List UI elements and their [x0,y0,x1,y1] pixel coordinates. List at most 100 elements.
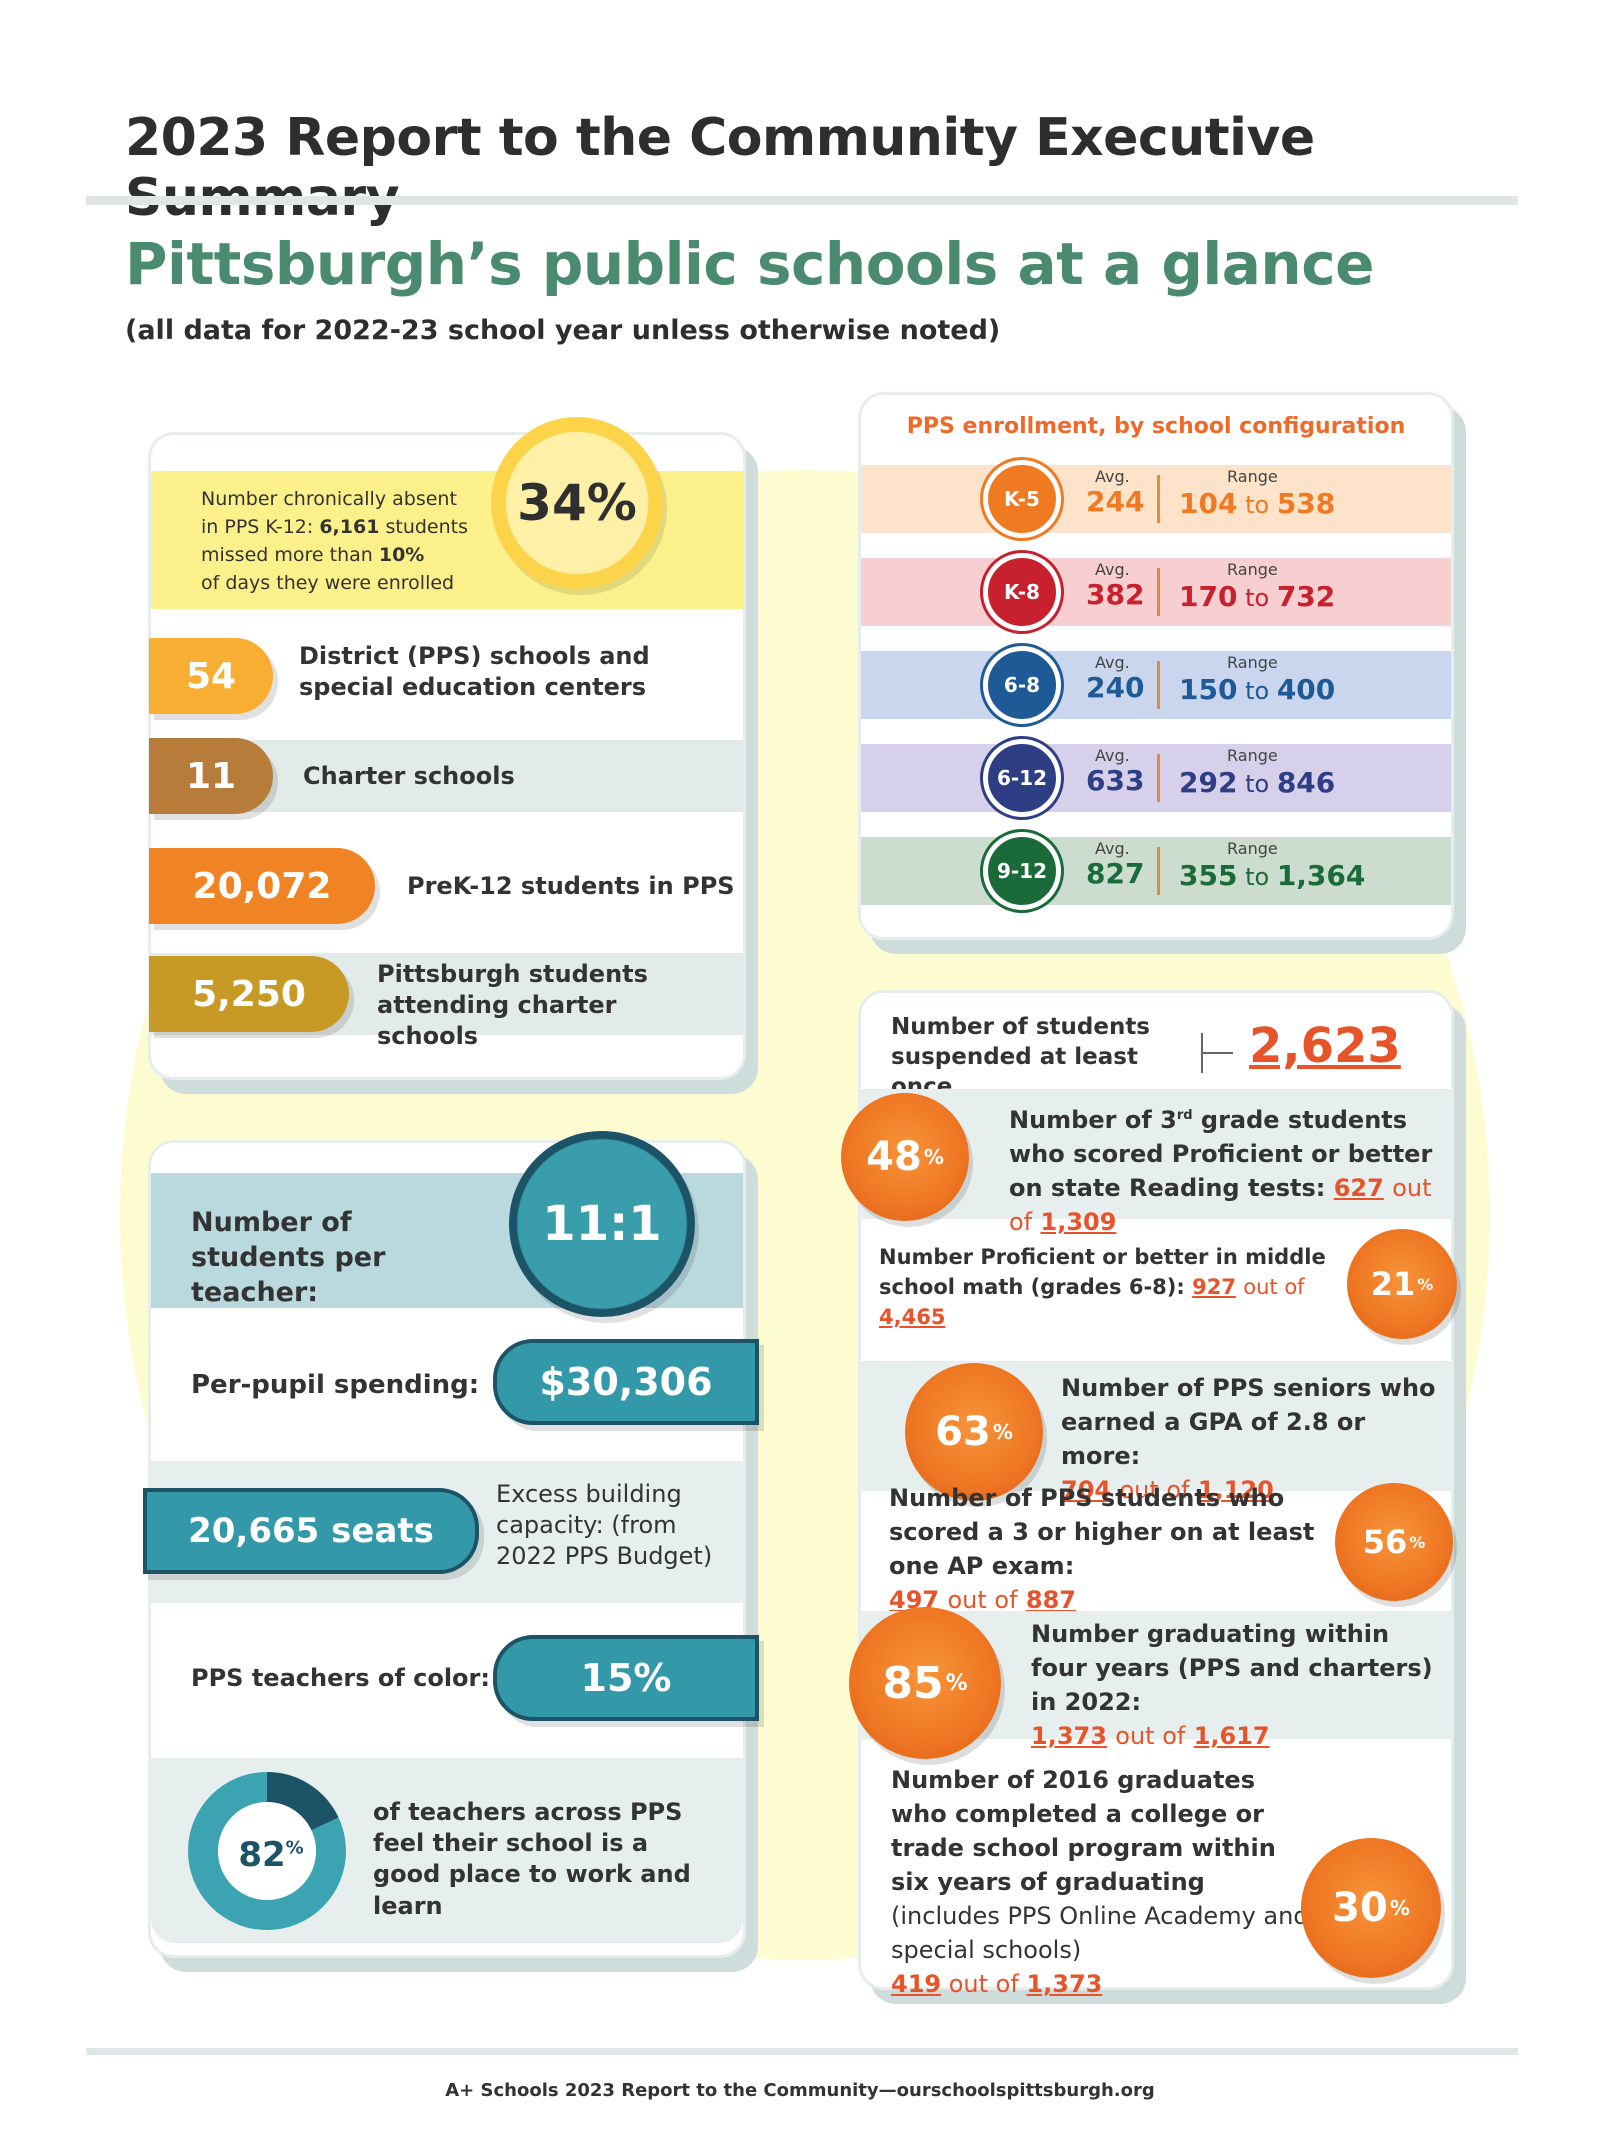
range-to: to [1237,584,1277,612]
header-divider [86,196,1518,205]
grad-pct-circle: 85% [849,1607,1001,1759]
enrollment-title: PPS enrollment, by school configuration [906,414,1406,439]
range-low: 150 [1179,673,1238,706]
range-label: Range [1227,839,1278,858]
range-value: 355 to 1,364 [1179,859,1365,892]
range-value: 170 to 732 [1179,580,1335,613]
donut-gap-arc [188,1772,346,1930]
row-divider [1157,754,1160,802]
college-pct-circle: 30% [1301,1838,1441,1978]
avg-label: Avg. [1095,746,1130,765]
school-stats-card: Number chronically absent in PPS K-12: 6… [148,417,746,1080]
avg-label: Avg. [1095,467,1130,486]
range-value: 104 to 538 [1179,487,1335,520]
grad-label: Number graduating within four years (PPS… [1031,1620,1433,1751]
range-high: 400 [1276,673,1336,706]
range-high: 1,364 [1276,859,1366,892]
range-label: Range [1227,653,1278,672]
grade-label: 6-8 [1003,673,1041,697]
charter-students-label: Pittsburgh students attending charter sc… [377,960,648,1051]
enrollment-card: PPS enrollment, by school configuration … [858,392,1454,940]
range-high: 846 [1276,766,1336,799]
row-divider [1157,661,1160,709]
teachers-color-pill: 15% [493,1635,759,1721]
good-place-value: 82% [238,1835,304,1875]
enrollment-row-9-12: 9-12 Avg. 827 Range 355 to 1,364 [861,832,1451,910]
row-divider [1157,568,1160,616]
teacher-stats-card: Number of students per teacher: 11:1 Per… [143,1131,759,1958]
reading-label: Number of 3rd grade students who scored … [1009,1106,1433,1237]
row-divider [1157,847,1160,895]
charter-count-label: Charter schools [303,762,515,790]
grade-label: K-8 [1004,580,1040,604]
grade-badge: 6-12 [983,739,1061,817]
avg-label: Avg. [1095,839,1130,858]
range-high: 538 [1276,487,1336,520]
grade-badge: 6-8 [983,646,1061,724]
enrollment-row-6-12: 6-12 Avg. 633 Range 292 to 846 [861,739,1451,817]
range-to: to [1237,677,1277,705]
avg-label: Avg. [1095,560,1130,579]
math-pct-circle: 21% [1347,1229,1457,1339]
range-label: Range [1227,746,1278,765]
range-low: 104 [1179,487,1238,520]
range-to: to [1237,770,1277,798]
prek12-count-pill: 20,072 [149,848,375,924]
range-low: 170 [1179,580,1238,613]
ap-pct-circle: 56% [1335,1483,1453,1601]
gpa-pct-circle: 63% [905,1363,1043,1501]
suspended-bracket [1201,1033,1203,1073]
grade-label: 9-12 [996,859,1048,883]
grade-badge: 9-12 [983,832,1061,910]
ratio-circle: 11:1 [509,1131,695,1317]
outcomes-card: Number of students suspended at least on… [841,990,1457,1998]
teachers-color-label: PPS teachers of color: [191,1664,490,1692]
grade-label: K-5 [1004,487,1040,511]
schools-count-pill: 54 [149,638,273,714]
footer-credit: A+ Schools 2023 Report to the Community—… [445,2080,1155,2101]
avg-value: 633 [1086,764,1145,797]
range-label: Range [1227,467,1278,486]
prek12-count-label: PreK-12 students in PPS [407,872,735,900]
page-subtitle: Pittsburgh’s public schools at a glance [125,230,1374,298]
spending-label: Per-pupil spending: [191,1370,480,1400]
ratio-label: Number of students per teacher: [191,1207,386,1309]
range-low: 292 [1179,766,1238,799]
charter-students-pill: 5,250 [149,956,349,1032]
range-to: to [1237,491,1277,519]
spending-pill: $30,306 [493,1339,759,1425]
avg-value: 240 [1086,671,1145,704]
grade-badge: K-5 [983,460,1061,538]
range-to: to [1237,863,1277,891]
row-divider [1157,475,1160,523]
absence-rate-circle: 34% [491,417,663,589]
enrollment-row-k-5: K-5 Avg. 244 Range 104 to 538 [861,460,1451,538]
suspended-value: 2,623 [1249,1018,1401,1074]
footer-divider [86,2048,1518,2055]
data-note: (all data for 2022-23 school year unless… [125,315,1001,346]
math-label: Number Proficient or better in middle sc… [879,1245,1326,1329]
avg-value: 827 [1086,857,1145,890]
donut-center [218,1802,316,1900]
avg-label: Avg. [1095,653,1130,672]
reading-pct-circle: 48% [841,1093,969,1221]
schools-count-label: District (PPS) schools and special educa… [299,642,650,702]
absence-label: Number chronically absent in PPS K-12: 6… [201,488,469,595]
good-place-donut [188,1772,346,1930]
college-label: Number of 2016 graduates who completed a… [891,1766,1309,1999]
grade-badge: K-8 [983,553,1061,631]
gpa-label: Number of PPS seniors who earned a GPA o… [1061,1374,1436,1505]
suspended-connector [1203,1052,1233,1054]
enrollment-row-k-8: K-8 Avg. 382 Range 170 to 732 [861,553,1451,631]
range-low: 355 [1179,859,1238,892]
range-value: 292 to 846 [1179,766,1335,799]
grade-label: 6-12 [996,766,1048,790]
enrollment-row-6-8: 6-8 Avg. 240 Range 150 to 400 [861,646,1451,724]
avg-value: 244 [1086,485,1145,518]
report-title: 2023 Report to the Community Executive S… [125,108,1315,228]
ap-label: Number of PPS students who scored a 3 or… [889,1484,1315,1615]
charter-count-pill: 11 [149,738,273,814]
range-high: 732 [1276,580,1336,613]
avg-value: 382 [1086,578,1145,611]
good-place-label: of teachers across PPS feel their school… [373,1798,691,1920]
